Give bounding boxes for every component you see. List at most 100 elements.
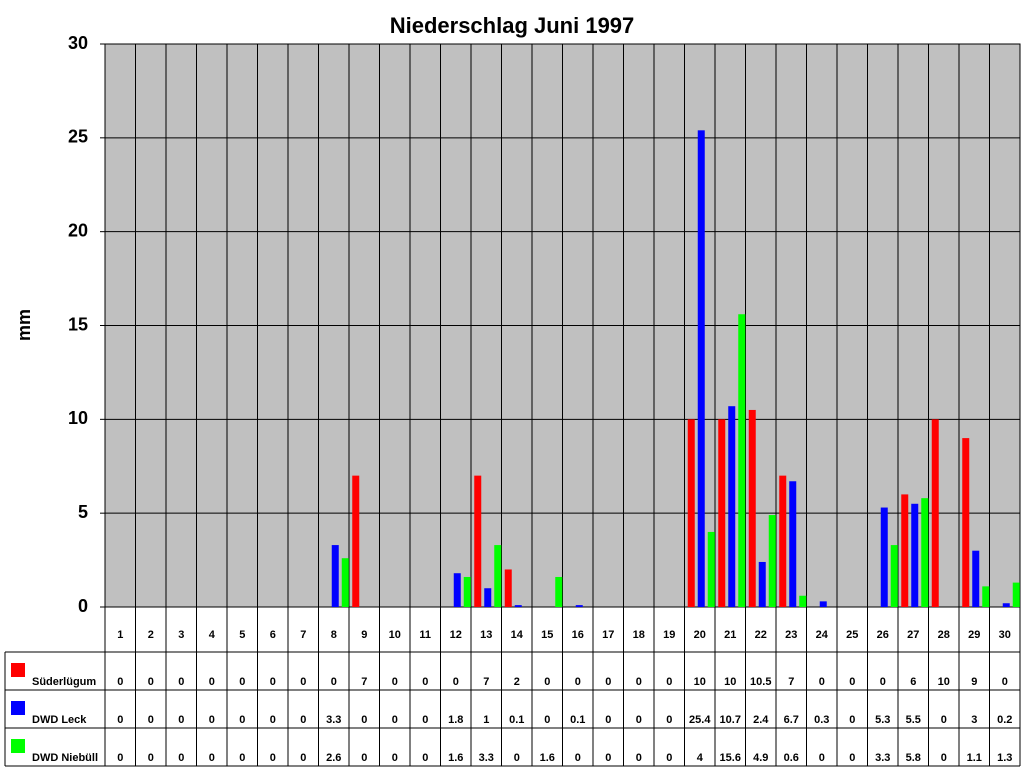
x-tick-label: 13 [480,629,492,641]
x-tick-label: 15 [541,629,553,641]
bar [728,406,736,607]
bar [718,419,726,607]
table-value: 0 [300,676,306,688]
table-value: 3 [971,714,977,726]
table-value: 0 [575,676,581,688]
y-tick-label: 15 [68,314,88,334]
bar [799,595,807,607]
x-tick-label: 19 [663,629,675,641]
x-tick-label: 1 [117,629,123,641]
table-value: 2.4 [753,714,769,726]
table-value: 0 [422,752,428,764]
x-tick-label: 10 [389,629,401,641]
bar [768,515,776,607]
table-value: 0 [941,714,947,726]
bar [738,314,746,607]
x-tick-label: 16 [572,629,584,641]
y-tick-label: 30 [68,33,88,53]
table-value: 6 [910,676,916,688]
table-value: 0 [819,676,825,688]
bar [921,498,929,607]
x-tick-label: 30 [999,629,1011,641]
table-value: 1 [483,714,489,726]
table-value: 10.7 [720,714,741,726]
table-value: 0.2 [997,714,1012,726]
table-value: 0 [422,676,428,688]
table-value: 0 [361,714,367,726]
legend-swatch [11,701,25,715]
table-value: 0 [636,676,642,688]
table-value: 1.1 [967,752,982,764]
x-tick-label: 6 [270,629,276,641]
y-tick-label: 0 [78,596,88,616]
table-value: 5.8 [906,752,921,764]
table-value: 0 [1002,676,1008,688]
x-tick-label: 27 [907,629,919,641]
table-value: 2.6 [326,752,341,764]
legend-swatch [11,663,25,677]
x-tick-label: 3 [178,629,184,641]
table-value: 0 [422,714,428,726]
table-value: 0 [666,752,672,764]
y-axis-label: mm [14,309,34,341]
table-value: 1.8 [448,714,463,726]
bar [575,605,583,607]
table-value: 1.3 [997,752,1012,764]
table-value: 2 [514,676,520,688]
table-value: 0 [178,752,184,764]
bar [463,576,471,607]
bar [504,569,512,607]
x-tick-label: 5 [239,629,245,641]
x-tick-label: 23 [785,629,797,641]
table-value: 0 [392,714,398,726]
bar [901,494,909,607]
table-value: 5.5 [906,714,921,726]
bar [748,409,756,607]
bar [880,507,888,607]
table-value: 0 [117,714,123,726]
x-tick-label: 8 [331,629,337,641]
table-value: 0 [849,752,855,764]
table-value: 0 [117,676,123,688]
table-value: 0 [300,714,306,726]
table-value: 7 [483,676,489,688]
table-value: 0 [453,676,459,688]
table-value: 0 [636,714,642,726]
bar [779,475,787,607]
bar [982,586,990,607]
x-tick-label: 20 [694,629,706,641]
table-value: 0 [605,676,611,688]
bar [1002,603,1010,607]
table-value: 0 [270,752,276,764]
table-value: 0 [849,714,855,726]
table-value: 1.6 [448,752,463,764]
table-value: 0 [666,714,672,726]
table-value: 0 [392,752,398,764]
table-value: 10.5 [750,676,771,688]
x-tick-label: 2 [148,629,154,641]
bar [911,503,919,607]
x-tick-label: 14 [511,629,524,641]
x-tick-label: 4 [209,629,216,641]
table-value: 0 [514,752,520,764]
bar [707,531,715,607]
table-value: 7 [361,676,367,688]
x-tick-label: 29 [968,629,980,641]
table-value: 3.3 [479,752,494,764]
x-tick-label: 18 [633,629,645,641]
bar [758,561,766,607]
x-tick-label: 12 [450,629,462,641]
table-value: 4.9 [753,752,768,764]
table-value: 0 [666,676,672,688]
x-tick-label: 9 [361,629,367,641]
table-value: 0 [117,752,123,764]
legend-label: DWD Niebüll [32,752,98,764]
table-value: 0 [300,752,306,764]
bar [972,550,980,607]
table-value: 0 [361,752,367,764]
x-tick-label: 17 [602,629,614,641]
y-tick-label: 25 [68,127,88,147]
bar [453,573,461,607]
table-value: 0.1 [570,714,585,726]
